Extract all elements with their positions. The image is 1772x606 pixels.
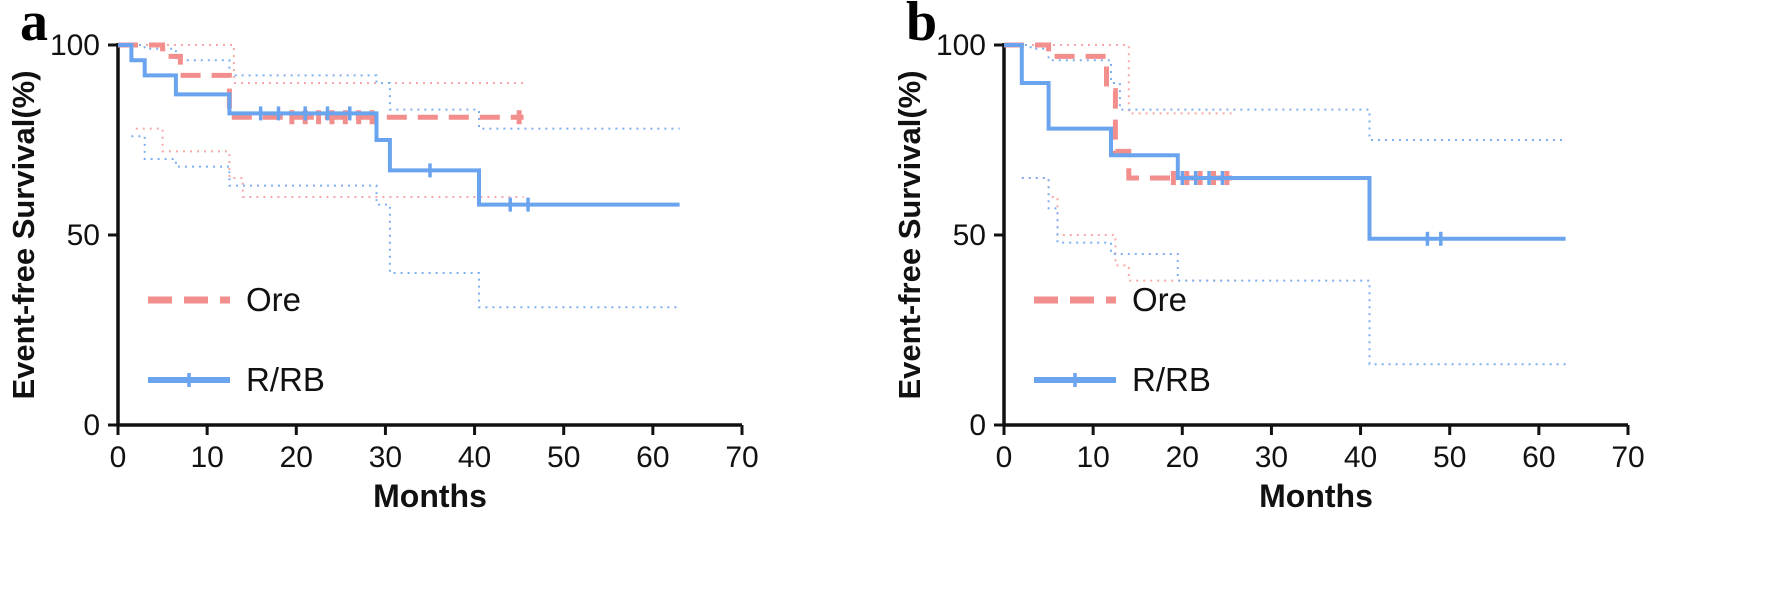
x-tick-label: 60 (1522, 441, 1555, 474)
y-tick-label: 0 (969, 409, 986, 442)
legend-label-R/RB: R/RB (1132, 361, 1211, 398)
panel-a: a 0 10 20 30 40 50 60 70 0 50 100 Months Event-free … (6, 0, 759, 514)
x-tick-label: 70 (1611, 441, 1644, 474)
panel-a-label: a (20, 0, 48, 53)
ci-line-R/RB-lower-ci (1021, 177, 1566, 366)
x-tick-label: 30 (369, 441, 402, 474)
y-tick-label: 100 (936, 29, 986, 62)
y-axis-title: Event-free Survival(%) (6, 70, 41, 399)
y-tick-label: 0 (83, 409, 100, 442)
x-tick-label: 50 (547, 441, 580, 474)
ci-line-Ore-lower-ci (1021, 177, 1236, 282)
x-tick-label: 0 (996, 441, 1013, 474)
y-axis-title: Event-free Survival(%) (892, 70, 927, 399)
y-tick-label: 100 (50, 29, 100, 62)
x-axis-title: Months (373, 478, 487, 514)
x-tick-label: 50 (1433, 441, 1466, 474)
legend-label-Ore: Ore (246, 281, 301, 318)
legend-label-R/RB: R/RB (246, 361, 325, 398)
x-axis-title: Months (1259, 478, 1373, 514)
legend-label-Ore: Ore (1132, 281, 1187, 318)
axes (1002, 43, 1628, 427)
series-line-R/RB (118, 43, 680, 207)
x-tick-label: 10 (1076, 441, 1109, 474)
survival-chart-a: 0 10 20 30 40 50 60 70 0 50 100 Months Event-free Su… (6, 29, 759, 514)
x-tick-label: 40 (458, 441, 491, 474)
x-tick-label: 40 (1344, 441, 1377, 474)
panel-b: b 0 10 20 30 40 50 60 70 0 50 100 Months Event-free … (886, 0, 1772, 606)
ci-line-R/RB-upper-ci (1004, 44, 1566, 141)
x-tick-label: 20 (280, 441, 313, 474)
x-tick-label: 0 (110, 441, 127, 474)
ci-line-R/RB-lower-ci (131, 135, 680, 309)
x-tick-label: 10 (190, 441, 223, 474)
y-tick-label: 50 (953, 219, 986, 252)
x-tick-label: 60 (636, 441, 669, 474)
x-tick-label: 20 (1166, 441, 1199, 474)
x-tick-label: 70 (725, 441, 758, 474)
y-tick-label: 50 (67, 219, 100, 252)
panel-b-label: b (906, 0, 938, 53)
series-line-Ore (1004, 42, 1236, 181)
survival-chart-b: 0 10 20 30 40 50 60 70 0 50 100 Months Event-free Su… (892, 29, 1645, 514)
ci-line-R/RB-upper-ci (118, 44, 680, 130)
axes (116, 43, 742, 427)
x-tick-label: 30 (1255, 441, 1288, 474)
ci-line-Ore-upper-ci (1004, 44, 1236, 115)
series-line-R/RB (1004, 43, 1566, 241)
series-line-Ore (118, 42, 524, 120)
ci-line-Ore-lower-ci (135, 127, 524, 198)
